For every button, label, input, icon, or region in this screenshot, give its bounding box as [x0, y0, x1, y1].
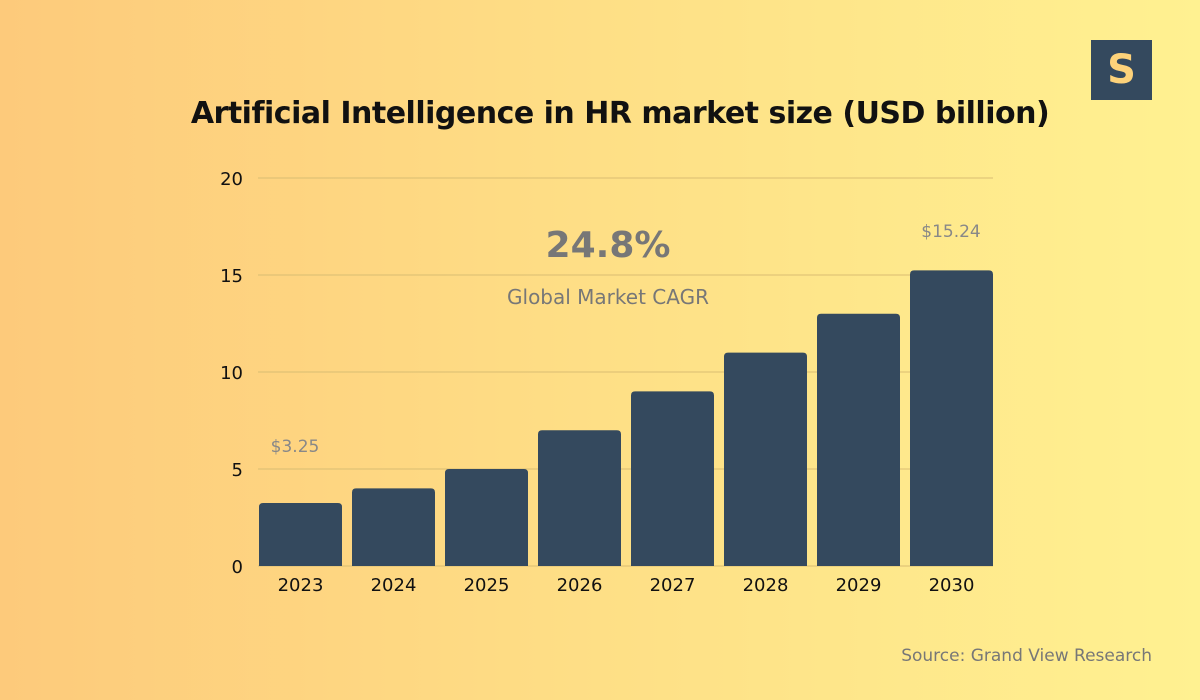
source-note: Source: Grand View Research	[901, 646, 1152, 666]
bar-2028	[724, 352, 807, 566]
y-tick-label: 10	[220, 363, 243, 384]
y-tick-label: 20	[220, 169, 243, 190]
bar-2025	[445, 469, 528, 566]
x-tick-label: 2025	[464, 575, 510, 596]
logo: S	[1091, 40, 1152, 100]
x-tick-label: 2030	[929, 575, 975, 596]
bar-2027	[631, 391, 714, 566]
last-value-annotation: $15.24	[921, 222, 980, 242]
bar-2026	[538, 430, 621, 566]
x-tick-label: 2023	[278, 575, 324, 596]
chart-title: Artificial Intelligence in HR market siz…	[190, 96, 1050, 131]
y-tick-label: 0	[232, 557, 243, 578]
x-tick-label: 2024	[371, 575, 417, 596]
y-tick-label: 15	[220, 266, 243, 287]
first-value-annotation: $3.25	[271, 437, 320, 457]
bar-2029	[817, 313, 900, 566]
cagr-value: 24.8%	[546, 225, 671, 266]
cagr-label: Global Market CAGR	[507, 285, 709, 309]
y-tick-label: 5	[232, 460, 243, 481]
x-tick-label: 2027	[650, 575, 696, 596]
x-tick-label: 2029	[836, 575, 882, 596]
x-tick-label: 2028	[743, 575, 789, 596]
bar-2030	[910, 270, 993, 566]
bar-2023	[259, 502, 342, 566]
bar-2024	[352, 488, 435, 566]
x-tick-label: 2026	[557, 575, 603, 596]
